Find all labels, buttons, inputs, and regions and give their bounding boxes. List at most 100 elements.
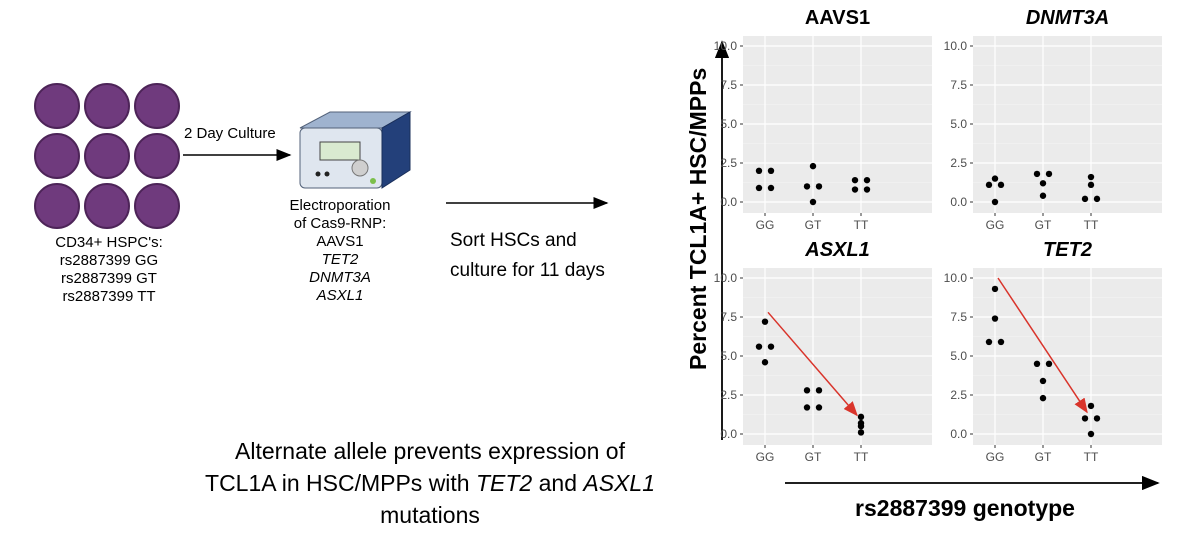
data-point bbox=[1093, 195, 1101, 203]
x-tick-label: GT bbox=[1035, 450, 1052, 464]
trend-arrow bbox=[767, 311, 858, 417]
y-tick-label: 0.0 bbox=[720, 427, 737, 441]
data-point bbox=[985, 338, 993, 346]
data-point bbox=[851, 176, 859, 184]
facet-panel: 0.0 2.5 5.0 7.5 10.0 GG GT TT DNMT3A bbox=[944, 7, 1162, 232]
conclusion-gene: TET2 bbox=[475, 470, 533, 496]
conclusion-line: mutations bbox=[380, 502, 480, 528]
panel-title: TET2 bbox=[1043, 239, 1092, 261]
y-tick-label: 7.5 bbox=[950, 310, 967, 324]
conclusion-span: TCL1A in HSC/MPPs with bbox=[205, 470, 476, 496]
data-point bbox=[1033, 360, 1041, 367]
data-point bbox=[1081, 195, 1089, 203]
y-tick-label: 0.0 bbox=[950, 195, 967, 209]
well bbox=[134, 183, 180, 229]
data-point bbox=[991, 175, 999, 182]
data-point bbox=[1045, 170, 1053, 178]
x-tick-label: TT bbox=[1084, 450, 1099, 464]
data-point bbox=[997, 338, 1005, 346]
x-axis-label: rs2887399 genotype bbox=[855, 495, 1075, 521]
x-tick-label: GT bbox=[1035, 218, 1052, 232]
electro-line: ASXL1 bbox=[316, 287, 364, 304]
well bbox=[84, 83, 130, 129]
data-point bbox=[815, 387, 823, 394]
data-point bbox=[1087, 181, 1095, 189]
trend-arrow bbox=[997, 277, 1088, 414]
data-point bbox=[863, 176, 871, 184]
data-point bbox=[815, 183, 823, 190]
data-point bbox=[1039, 394, 1047, 402]
culture-step-label: 2 Day Culture bbox=[184, 125, 276, 142]
panel-title: DNMT3A bbox=[1026, 7, 1109, 29]
electro-line: of Cas9-RNP: bbox=[293, 215, 387, 232]
y-tick-label: 5.0 bbox=[950, 117, 967, 131]
data-point bbox=[1087, 402, 1095, 410]
y-tick-label: 5.0 bbox=[720, 117, 737, 131]
data-point bbox=[755, 167, 763, 174]
electro-line: TET2 bbox=[321, 251, 359, 268]
data-point bbox=[1093, 415, 1101, 422]
well bbox=[34, 83, 80, 129]
data-point bbox=[851, 186, 859, 193]
data-point bbox=[997, 181, 1005, 189]
x-tick-label: GG bbox=[756, 450, 775, 464]
well bbox=[134, 83, 180, 129]
data-point bbox=[809, 198, 817, 206]
conclusion-span: and bbox=[532, 470, 584, 496]
data-point bbox=[857, 429, 865, 436]
y-tick-label: 7.5 bbox=[720, 310, 737, 324]
data-point bbox=[815, 404, 823, 411]
y-tick-label: 10.0 bbox=[714, 271, 738, 285]
electro-line: DNMT3A bbox=[309, 269, 371, 286]
y-tick-label: 2.5 bbox=[720, 388, 737, 402]
well bbox=[84, 133, 130, 179]
facet-panel: 0.0 2.5 5.0 7.5 10.0 GG GT TT TET2 bbox=[944, 239, 1162, 464]
sort-line: Sort HSCs and bbox=[450, 230, 577, 251]
data-point bbox=[991, 285, 999, 293]
electroporator-icon bbox=[299, 111, 412, 189]
cells-line: rs2887399 TT bbox=[62, 288, 156, 305]
y-tick-label: 2.5 bbox=[950, 388, 967, 402]
data-point bbox=[1087, 173, 1095, 181]
x-tick-label: GG bbox=[756, 218, 775, 232]
cells-description: CD34+ HSPC's: rs2887399 GG rs2887399 GT … bbox=[34, 234, 184, 306]
data-point bbox=[1087, 430, 1095, 438]
sort-step-label: Sort HSCs and culture for 11 days bbox=[450, 226, 605, 286]
data-point bbox=[1039, 377, 1047, 385]
cell-culture-wells bbox=[34, 83, 180, 229]
well bbox=[34, 133, 80, 179]
y-tick-label: 7.5 bbox=[950, 78, 967, 92]
y-tick-label: 5.0 bbox=[720, 349, 737, 363]
electro-line: Electroporation bbox=[289, 197, 391, 214]
y-tick-label: 2.5 bbox=[950, 156, 967, 170]
data-point bbox=[857, 423, 865, 430]
cells-line: rs2887399 GG bbox=[59, 252, 159, 269]
x-tick-label: GT bbox=[805, 450, 822, 464]
data-point bbox=[1039, 192, 1047, 199]
data-point bbox=[803, 387, 811, 394]
data-point bbox=[755, 184, 763, 192]
y-tick-label: 10.0 bbox=[714, 39, 738, 53]
data-point bbox=[1045, 360, 1053, 367]
facet-panel: 0.0 2.5 5.0 7.5 10.0 GG GT TT AAVS1 bbox=[714, 7, 932, 232]
data-point bbox=[767, 184, 775, 192]
data-point bbox=[1033, 170, 1041, 178]
data-point bbox=[761, 318, 769, 325]
conclusion-text: Alternate allele prevents expression of … bbox=[170, 435, 690, 531]
x-tick-label: GG bbox=[986, 450, 1005, 464]
data-point bbox=[803, 404, 811, 411]
conclusion-line: TCL1A in HSC/MPPs with TET2 and ASXL1 bbox=[170, 467, 690, 499]
conclusion-gene: ASXL1 bbox=[583, 470, 655, 496]
x-tick-label: TT bbox=[854, 218, 869, 232]
conclusion-line: Alternate allele prevents expression of bbox=[235, 438, 625, 464]
y-tick-label: 0.0 bbox=[950, 427, 967, 441]
data-point bbox=[863, 186, 871, 193]
y-axis-label: Percent TCL1A+ HSC/MPPs bbox=[685, 67, 711, 370]
cells-line: rs2887399 GT bbox=[61, 270, 157, 287]
facet-panel: 0.0 2.5 5.0 7.5 10.0 GG GT TT ASXL1 bbox=[714, 239, 932, 464]
data-point bbox=[761, 359, 769, 366]
data-point bbox=[755, 343, 763, 350]
well bbox=[84, 183, 130, 229]
data-point bbox=[767, 167, 775, 174]
panel-title: ASXL1 bbox=[804, 239, 869, 261]
